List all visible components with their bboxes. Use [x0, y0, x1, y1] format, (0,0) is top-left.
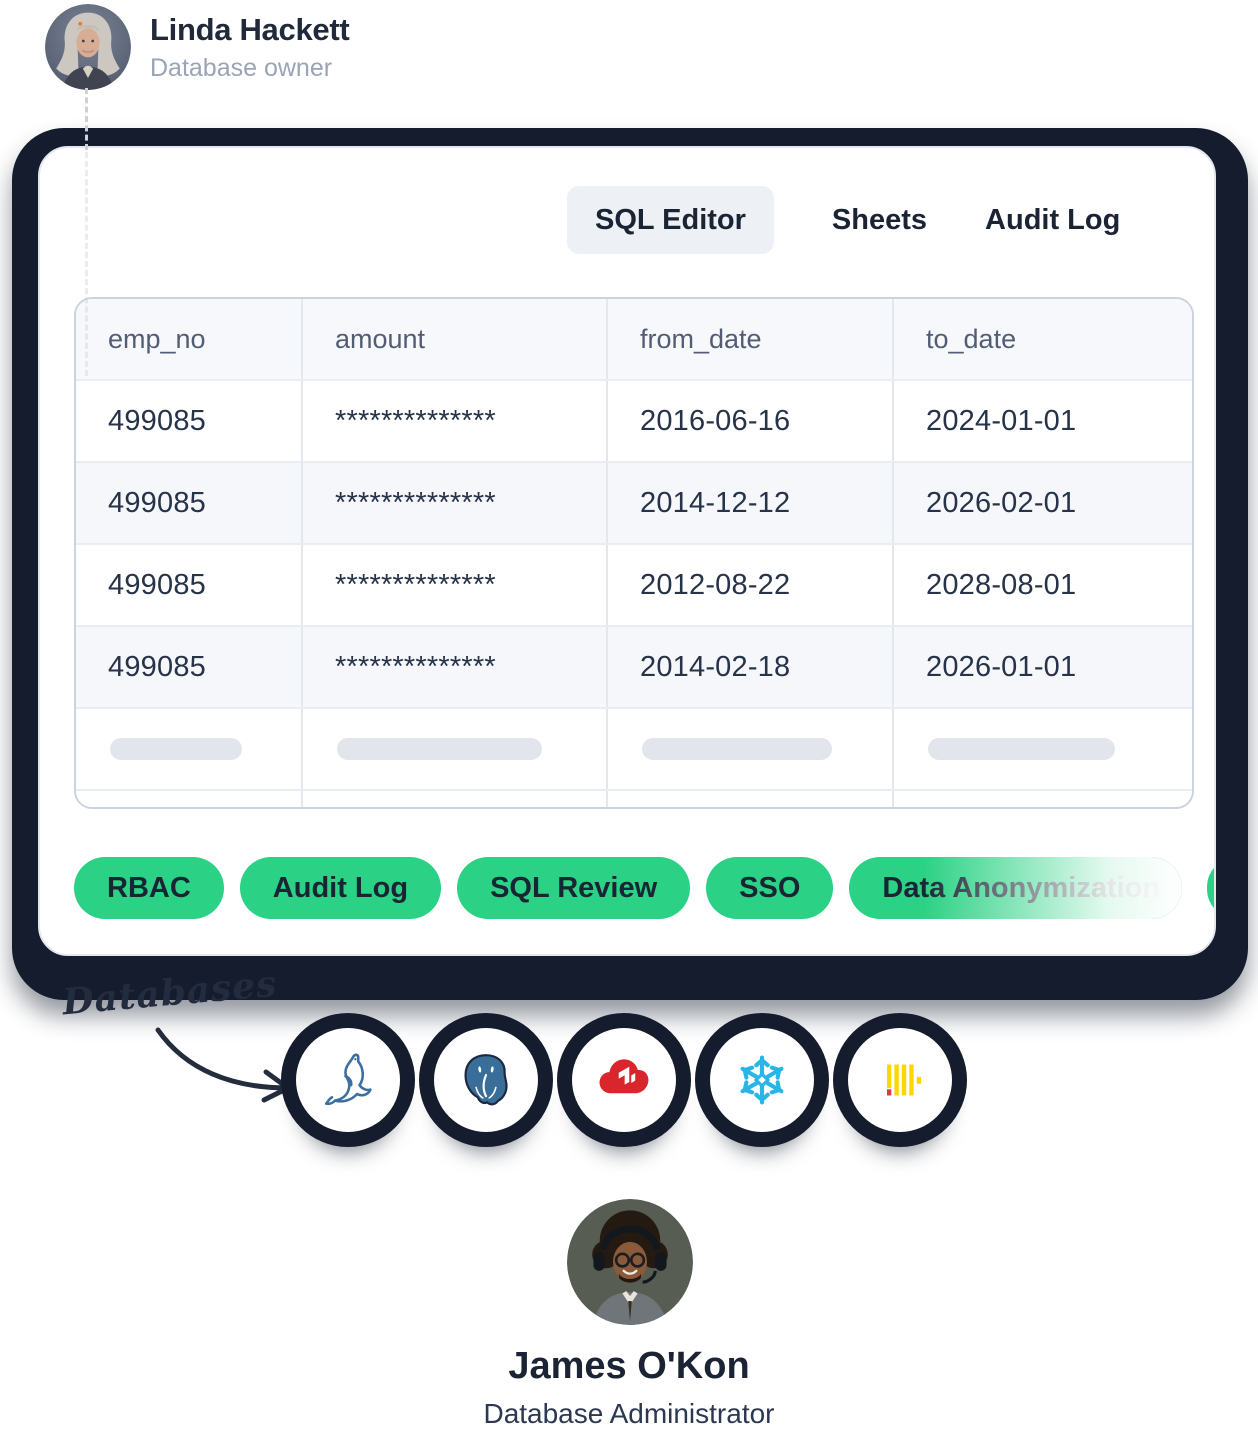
- app-card: SQL Editor Sheets Audit Log emp_no amoun…: [38, 146, 1216, 956]
- owner-name: Linda Hackett: [150, 12, 350, 47]
- table-row-loading: [76, 707, 1192, 789]
- mysql-icon: [324, 1053, 372, 1106]
- feature-pill-row: RBAC Audit Log SQL Review SSO Data Anony…: [74, 857, 1183, 919]
- column-header-emp-no: emp_no: [76, 299, 303, 379]
- table-row: 499085 ************** 2014-02-18 2026-01…: [76, 625, 1192, 707]
- cell-from-date: 2016-06-16: [608, 381, 894, 461]
- table-row: 499085 ************** 2014-12-12 2026-02…: [76, 461, 1192, 543]
- feature-pill-data-anonymization[interactable]: Data Anonymization: [849, 857, 1183, 919]
- feature-pill-sso[interactable]: SSO: [706, 857, 834, 919]
- table-row-empty: [76, 789, 1192, 807]
- feature-pill-overflow: [1207, 857, 1214, 919]
- tidb-icon: [599, 1059, 649, 1094]
- feature-pill-audit-log[interactable]: Audit Log: [239, 857, 442, 919]
- tab-sheets[interactable]: Sheets: [831, 203, 928, 236]
- tab-audit-log[interactable]: Audit Log: [985, 203, 1121, 236]
- feature-pill-sql-review[interactable]: SQL Review: [457, 857, 691, 919]
- owner-connector-line: [85, 88, 88, 150]
- database-circle-postgresql: [434, 1028, 538, 1132]
- feature-pill-rbac[interactable]: RBAC: [74, 857, 224, 919]
- database-circle-clickhouse: [848, 1028, 952, 1132]
- table-row: 499085 ************** 2012-08-22 2028-08…: [76, 543, 1192, 625]
- tab-bar: SQL Editor Sheets Audit Log: [567, 186, 1120, 254]
- cell-to-date: 2028-08-01: [926, 568, 1077, 601]
- cell-amount-masked: **************: [303, 627, 608, 707]
- tab-sql-editor[interactable]: SQL Editor: [567, 186, 774, 254]
- dba-avatar: [567, 1199, 693, 1325]
- snowflake-icon: [740, 1055, 784, 1105]
- cell-amount-masked: **************: [303, 381, 608, 461]
- cell-emp-no: 499085: [76, 545, 303, 625]
- table-row: 499085 ************** 2016-06-16 2024-01…: [76, 379, 1192, 461]
- owner-avatar-illustration: [45, 4, 131, 90]
- column-header-from-date: from_date: [608, 299, 894, 379]
- column-header-to-date: to_date: [926, 323, 1017, 354]
- cell-emp-no: 499085: [76, 381, 303, 461]
- cell-from-date: 2012-08-22: [608, 545, 894, 625]
- skeleton-bar: [337, 738, 542, 760]
- postgresql-icon: [464, 1054, 508, 1106]
- dba-avatar-illustration: [567, 1199, 693, 1325]
- database-circle-mysql: [296, 1028, 400, 1132]
- query-result-table: emp_no amount from_date to_date 499085 *…: [74, 297, 1194, 809]
- table-header-row: emp_no amount from_date to_date: [76, 299, 1192, 379]
- database-circle-tidb: [572, 1028, 676, 1132]
- owner-role: Database owner: [150, 54, 333, 82]
- cell-from-date: 2014-12-12: [608, 463, 894, 543]
- skeleton-bar: [928, 738, 1115, 760]
- cell-amount-masked: **************: [303, 463, 608, 543]
- owner-connector-line-faint: [85, 152, 88, 376]
- cell-amount-masked: **************: [303, 545, 608, 625]
- cell-emp-no: 499085: [76, 463, 303, 543]
- cell-to-date: 2026-02-01: [926, 486, 1077, 519]
- column-header-amount: amount: [303, 299, 608, 379]
- dba-name: James O'Kon: [508, 1345, 750, 1387]
- cell-to-date: 2024-01-01: [926, 404, 1077, 437]
- cell-to-date: 2026-01-01: [926, 650, 1077, 683]
- database-circle-snowflake: [710, 1028, 814, 1132]
- clickhouse-icon: [886, 1064, 922, 1096]
- skeleton-bar: [110, 738, 242, 760]
- cell-from-date: 2014-02-18: [608, 627, 894, 707]
- cell-emp-no: 499085: [76, 627, 303, 707]
- dba-role: Database Administrator: [483, 1398, 775, 1429]
- owner-avatar: [45, 4, 131, 90]
- databases-arrow: [155, 1027, 291, 1103]
- skeleton-bar: [642, 738, 832, 760]
